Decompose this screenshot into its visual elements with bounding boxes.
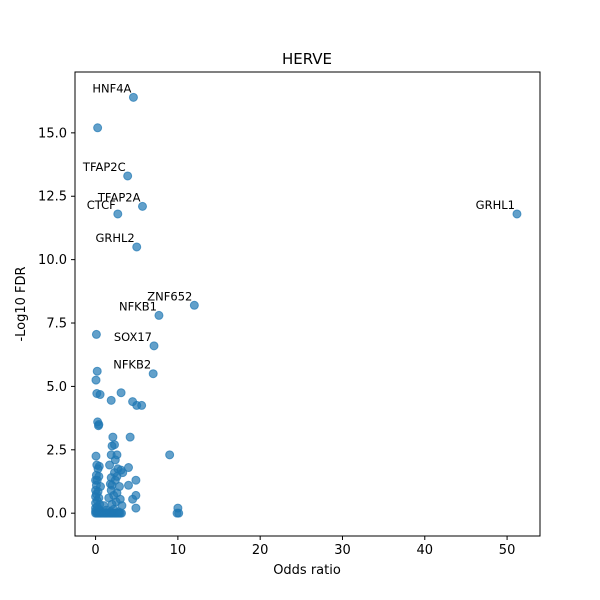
data-point: [137, 400, 147, 410]
data-point: [128, 494, 138, 504]
point-annotation: TFAP2C: [82, 160, 126, 174]
data-point: [108, 432, 118, 442]
y-tick-label: 2.5: [46, 443, 67, 458]
data-point: [154, 310, 164, 320]
x-axis: 0 10 20 30 40 50: [91, 536, 515, 558]
x-axis-label: Odds ratio: [273, 563, 341, 578]
data-point: [124, 480, 133, 490]
data-point: [132, 242, 142, 252]
data-point: [124, 463, 133, 473]
point-annotation: ZNF652: [147, 289, 192, 303]
data-point: [137, 201, 147, 211]
data-point: [105, 460, 115, 470]
y-tick-label: 7.5: [46, 317, 67, 332]
y-tick-label: 12.5: [38, 190, 67, 205]
x-tick-label: 30: [334, 543, 351, 558]
y-tick-label: 5.0: [46, 380, 67, 395]
data-point: [128, 92, 138, 102]
y-axis-label: -Log10 FDR: [14, 266, 29, 341]
data-point: [107, 441, 117, 451]
point-annotation: GRHL2: [95, 231, 134, 245]
chart-title: HERVE: [282, 50, 332, 68]
data-point: [165, 450, 175, 460]
data-point: [512, 209, 522, 219]
data-point: [95, 390, 105, 400]
plot-frame: [74, 71, 541, 537]
data-point: [123, 171, 133, 181]
data-point: [117, 508, 126, 518]
x-tick-label: 40: [417, 543, 434, 558]
point-annotation: SOX17: [114, 330, 152, 344]
point-annotation: NFKB2: [113, 358, 151, 372]
data-point: [91, 375, 101, 385]
data-point: [92, 366, 102, 376]
y-axis: 0.0 2.5 5.0 7.5 10.0 12.5 15.0: [38, 126, 75, 522]
points-layer: [91, 92, 522, 518]
data-point: [148, 369, 158, 379]
data-point: [93, 123, 103, 133]
data-point: [91, 329, 101, 339]
data-point: [174, 508, 184, 518]
point-annotation: TFAP2A: [97, 190, 141, 204]
data-point: [110, 455, 120, 465]
point-annotation: NFKB1: [119, 299, 157, 313]
data-point: [113, 209, 123, 219]
point-annotation: HNF4A: [92, 81, 131, 95]
y-tick-label: 10.0: [38, 253, 67, 268]
x-tick-label: 10: [170, 543, 187, 558]
x-tick-label: 0: [91, 543, 99, 558]
data-point: [131, 475, 141, 485]
data-point: [149, 341, 159, 351]
data-point: [106, 395, 116, 405]
point-annotation: CTCF: [87, 198, 116, 212]
x-tick-label: 20: [252, 543, 269, 558]
data-point: [93, 421, 103, 431]
data-point: [125, 432, 135, 442]
data-point: [189, 300, 199, 310]
x-tick-label: 50: [499, 543, 516, 558]
y-tick-label: 15.0: [38, 126, 67, 141]
y-tick-label: 0.0: [46, 507, 67, 522]
data-point: [91, 451, 101, 461]
data-point: [116, 388, 126, 398]
data-point: [131, 503, 141, 513]
point-annotation: GRHL1: [476, 198, 515, 212]
